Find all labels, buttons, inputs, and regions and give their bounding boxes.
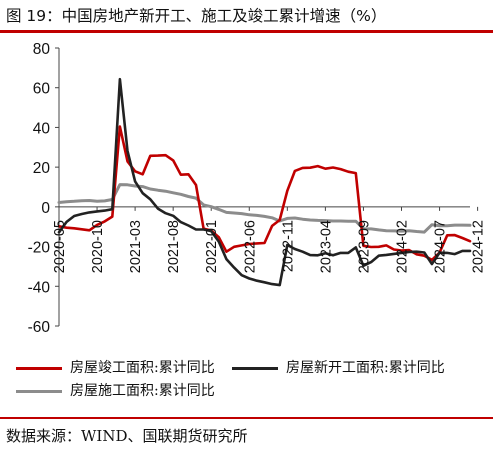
x-tick-label: 2024-02 bbox=[395, 220, 411, 273]
y-tick-label: -20 bbox=[28, 240, 51, 257]
y-tick-label: 20 bbox=[33, 160, 51, 177]
x-tick-label: 2021-03 bbox=[128, 220, 144, 273]
x-tick-label: 2022-01 bbox=[204, 220, 220, 273]
title-rule bbox=[0, 30, 493, 33]
legend-item-under-construction: 房屋施工面积:累计同比 bbox=[16, 380, 215, 400]
x-tick-label: 2024-07 bbox=[433, 220, 449, 273]
series-line-new-starts bbox=[57, 77, 472, 287]
series-line-completed bbox=[57, 125, 472, 262]
legend-swatch-gray bbox=[16, 389, 62, 393]
x-tick-label: 2024-12 bbox=[471, 220, 487, 273]
chart-title: 图 19：中国房地产新开工、施工及竣工累计增速（%） bbox=[6, 7, 387, 25]
x-tick-label: 2023-09 bbox=[356, 220, 372, 273]
y-tick-label: 0 bbox=[41, 200, 50, 217]
x-tick-label: 2020-10 bbox=[90, 220, 106, 273]
y-tick-label: 40 bbox=[33, 120, 51, 137]
tick-labels: 80 60 40 20 0 -20 -40 -60 2020-05 2020-10 2021-03 2… bbox=[28, 41, 487, 336]
x-tick-label: 2022-11 bbox=[280, 220, 296, 272]
y-tick-label: 60 bbox=[33, 81, 51, 98]
legend-item-new-starts: 房屋新开工面积:累计同比 bbox=[232, 357, 445, 377]
series-line-under-construction bbox=[57, 183, 472, 234]
legend-label: 房屋施工面积:累计同比 bbox=[70, 383, 215, 399]
footer-rule bbox=[0, 417, 493, 419]
chart-axes bbox=[55, 47, 479, 327]
line-chart: 80 60 40 20 0 -20 -40 -60 2020-05 2020-10 2021-03 2… bbox=[28, 41, 487, 336]
legend-label: 房屋新开工面积:累计同比 bbox=[286, 360, 445, 376]
legend-swatch-black bbox=[232, 366, 278, 370]
y-tick-label: -60 bbox=[28, 319, 51, 336]
y-tick-label: 80 bbox=[33, 41, 51, 58]
x-tick-label: 2020-05 bbox=[52, 220, 68, 273]
legend-label: 房屋竣工面积:累计同比 bbox=[70, 360, 215, 376]
x-tick-label: 2021-08 bbox=[166, 220, 182, 273]
legend-item-completed: 房屋竣工面积:累计同比 bbox=[16, 357, 215, 377]
x-tick-label: 2023-04 bbox=[318, 220, 334, 273]
legend-swatch-red bbox=[16, 366, 62, 370]
series-layer bbox=[57, 77, 472, 287]
y-tick-label: -40 bbox=[28, 279, 51, 296]
x-tick-label: 2022-06 bbox=[242, 220, 258, 273]
source-note: 数据来源：WIND、国联期货研究所 bbox=[6, 427, 248, 445]
